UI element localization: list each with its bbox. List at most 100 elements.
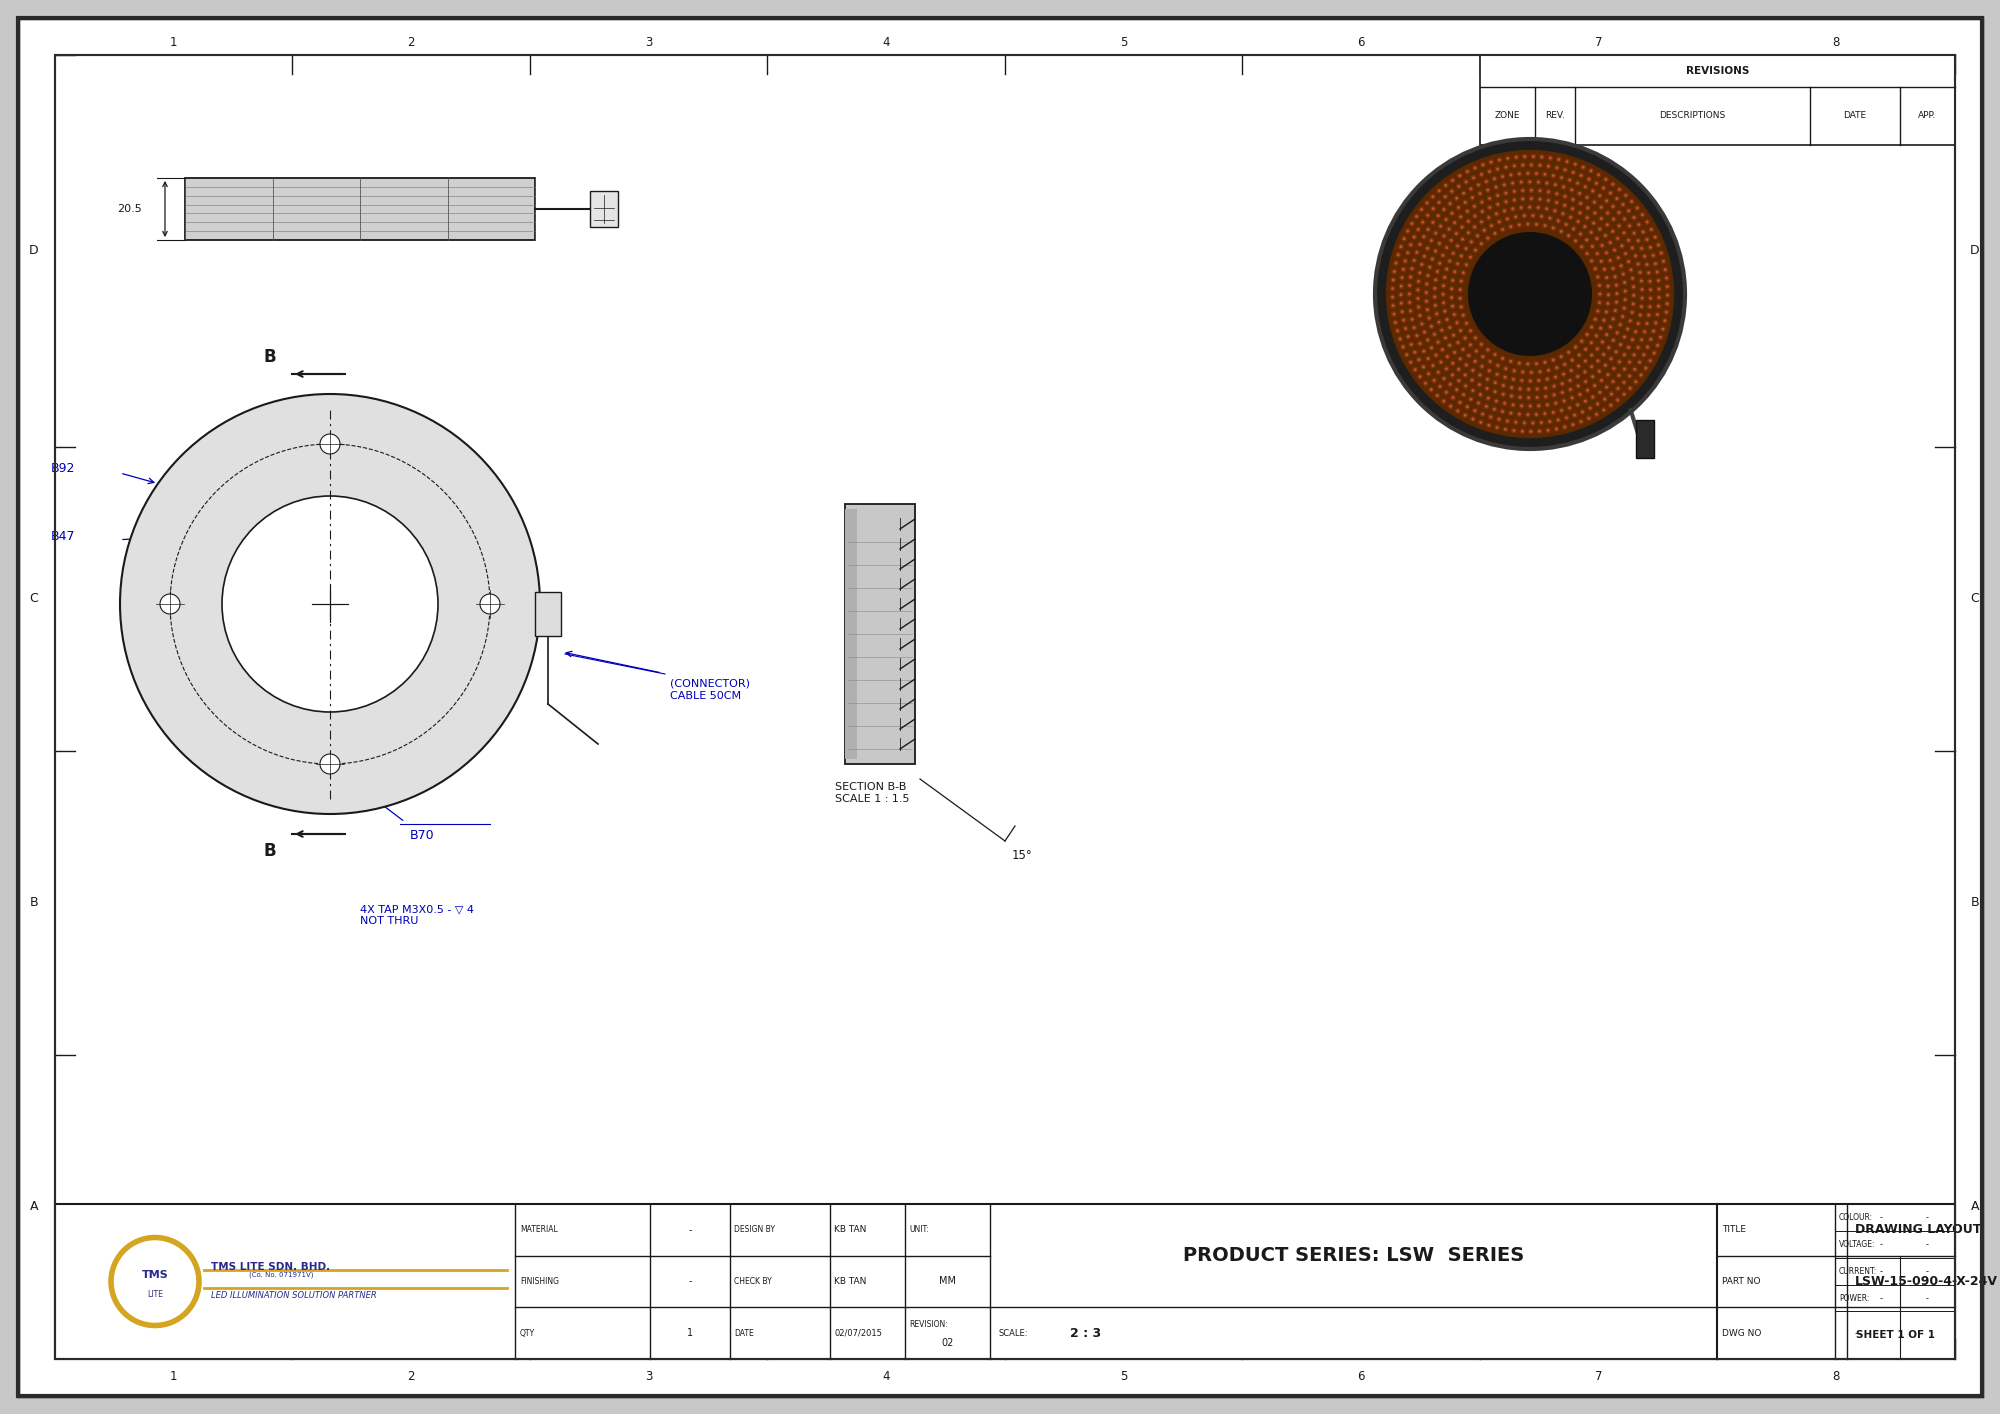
Circle shape — [1568, 378, 1574, 383]
Circle shape — [1470, 188, 1472, 191]
Circle shape — [1416, 312, 1422, 318]
Circle shape — [1414, 287, 1420, 293]
Circle shape — [1652, 351, 1658, 356]
Circle shape — [1496, 168, 1500, 171]
Text: 1: 1 — [170, 35, 178, 48]
Circle shape — [1652, 260, 1658, 267]
Circle shape — [1654, 269, 1660, 276]
Circle shape — [1436, 369, 1442, 375]
Circle shape — [1628, 385, 1634, 392]
Circle shape — [1464, 246, 1470, 252]
Circle shape — [1544, 427, 1550, 433]
Circle shape — [1556, 219, 1560, 222]
Text: DRAWING LAYOUT: DRAWING LAYOUT — [1856, 1223, 1982, 1236]
Circle shape — [1432, 221, 1434, 223]
Text: Β47: Β47 — [50, 530, 76, 543]
Circle shape — [1584, 331, 1590, 338]
Circle shape — [1456, 389, 1458, 392]
Text: 5: 5 — [1120, 1370, 1128, 1383]
Circle shape — [1464, 320, 1470, 327]
Circle shape — [1534, 386, 1540, 392]
Circle shape — [1452, 180, 1454, 182]
Circle shape — [1474, 205, 1476, 208]
Circle shape — [1424, 337, 1430, 344]
Circle shape — [1510, 386, 1514, 389]
Circle shape — [1576, 191, 1582, 197]
Circle shape — [1398, 283, 1404, 290]
Circle shape — [1632, 366, 1638, 372]
Circle shape — [1666, 303, 1668, 305]
Circle shape — [1536, 428, 1542, 434]
Circle shape — [1512, 198, 1516, 201]
Circle shape — [1440, 399, 1446, 404]
Circle shape — [1572, 228, 1574, 230]
Circle shape — [1644, 219, 1650, 225]
Circle shape — [1436, 270, 1438, 273]
Circle shape — [1416, 250, 1418, 253]
Circle shape — [1562, 212, 1564, 215]
Circle shape — [1466, 230, 1472, 236]
Circle shape — [1464, 414, 1466, 417]
Circle shape — [1570, 396, 1574, 399]
Circle shape — [1416, 297, 1420, 300]
Circle shape — [1634, 255, 1636, 257]
Circle shape — [1392, 304, 1394, 307]
Circle shape — [1450, 332, 1456, 338]
Circle shape — [1558, 228, 1564, 235]
Circle shape — [1412, 349, 1418, 355]
Circle shape — [1492, 407, 1496, 410]
Circle shape — [1558, 354, 1564, 359]
Circle shape — [1560, 390, 1566, 396]
Circle shape — [1590, 341, 1592, 344]
Circle shape — [1434, 393, 1440, 399]
Circle shape — [1464, 363, 1468, 366]
Circle shape — [1566, 177, 1572, 182]
Circle shape — [1640, 280, 1642, 283]
Circle shape — [1632, 232, 1636, 235]
Circle shape — [1438, 201, 1440, 204]
Circle shape — [1606, 284, 1610, 287]
Circle shape — [1564, 426, 1566, 428]
Circle shape — [1662, 328, 1664, 331]
Circle shape — [1466, 322, 1468, 325]
Circle shape — [1638, 246, 1644, 252]
Circle shape — [1396, 252, 1402, 257]
Circle shape — [1410, 222, 1414, 225]
Circle shape — [1594, 250, 1600, 256]
Circle shape — [1528, 387, 1530, 390]
Circle shape — [1608, 356, 1614, 362]
Circle shape — [1564, 222, 1570, 228]
Circle shape — [1428, 238, 1434, 243]
Circle shape — [1404, 250, 1410, 256]
Circle shape — [1564, 168, 1566, 171]
Circle shape — [1390, 277, 1396, 283]
Circle shape — [1474, 349, 1478, 352]
Circle shape — [1516, 171, 1522, 177]
Circle shape — [1624, 290, 1626, 293]
Circle shape — [1454, 260, 1460, 267]
Circle shape — [1554, 426, 1560, 431]
Circle shape — [1598, 215, 1604, 222]
Circle shape — [1478, 191, 1484, 197]
Circle shape — [1494, 192, 1500, 198]
Circle shape — [1402, 345, 1404, 348]
Circle shape — [1614, 291, 1620, 297]
Circle shape — [1496, 219, 1502, 225]
Circle shape — [1622, 334, 1628, 339]
Circle shape — [1650, 228, 1652, 230]
Circle shape — [1652, 235, 1658, 240]
Circle shape — [1526, 413, 1530, 416]
Circle shape — [1494, 354, 1496, 356]
Circle shape — [1608, 346, 1610, 349]
Circle shape — [1508, 410, 1514, 416]
Circle shape — [1418, 375, 1422, 378]
Circle shape — [1616, 301, 1618, 304]
Circle shape — [1612, 267, 1614, 270]
Circle shape — [1408, 293, 1410, 296]
Circle shape — [1408, 342, 1414, 348]
Circle shape — [1430, 194, 1436, 199]
Circle shape — [1470, 378, 1476, 383]
Circle shape — [1472, 407, 1478, 414]
Circle shape — [1488, 359, 1494, 365]
Circle shape — [1634, 368, 1636, 370]
